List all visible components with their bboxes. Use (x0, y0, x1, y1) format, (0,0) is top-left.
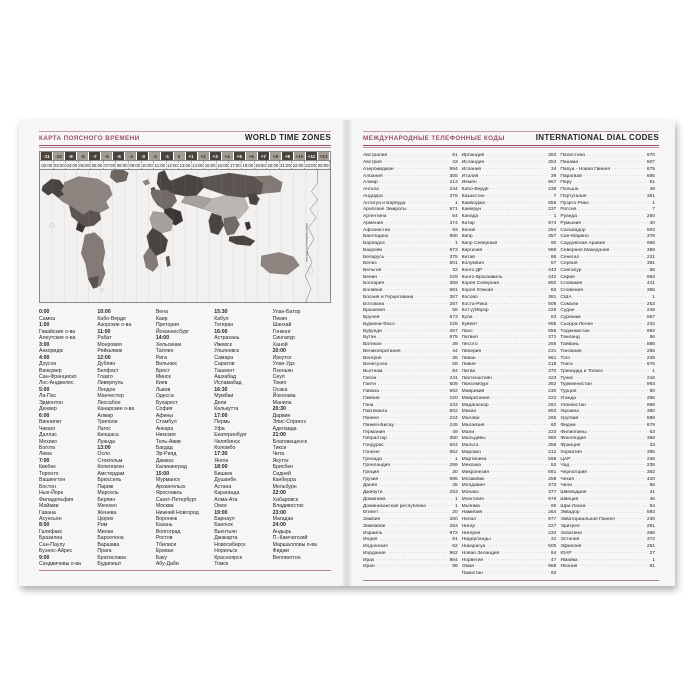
svg-text:Линия перемены дат / Date Line: Линия перемены дат / Date Line (305, 224, 309, 264)
